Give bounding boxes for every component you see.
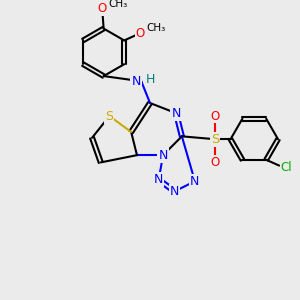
Text: N: N bbox=[190, 175, 200, 188]
Text: O: O bbox=[211, 156, 220, 169]
Text: S: S bbox=[105, 110, 113, 122]
Text: N: N bbox=[158, 149, 168, 162]
Text: N: N bbox=[131, 75, 141, 88]
Text: CH₃: CH₃ bbox=[146, 23, 166, 33]
Text: N: N bbox=[170, 185, 179, 198]
Text: Cl: Cl bbox=[280, 160, 292, 173]
Text: H: H bbox=[146, 73, 155, 86]
Text: O: O bbox=[98, 2, 107, 15]
Text: O: O bbox=[211, 110, 220, 122]
Text: N: N bbox=[171, 107, 181, 120]
Text: O: O bbox=[136, 27, 145, 40]
Text: N: N bbox=[154, 173, 164, 186]
Text: S: S bbox=[211, 133, 219, 146]
Text: CH₃: CH₃ bbox=[109, 0, 128, 9]
